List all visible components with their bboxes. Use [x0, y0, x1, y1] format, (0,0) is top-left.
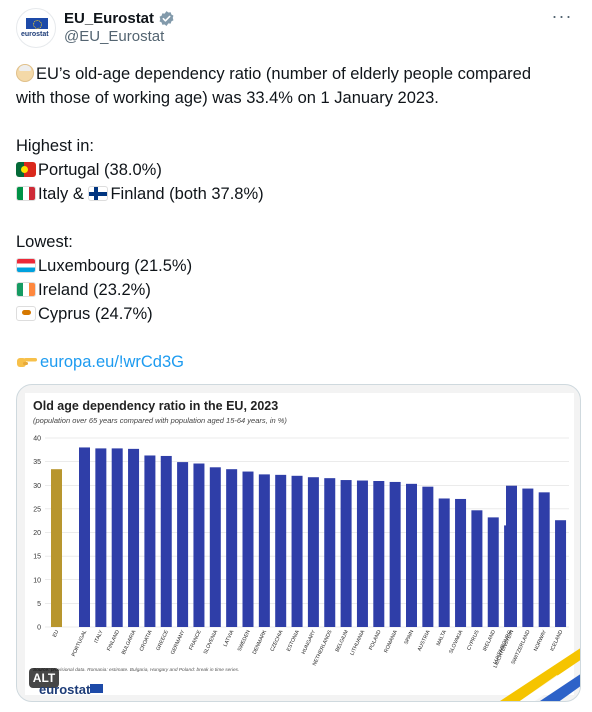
y-tick-label: 10	[33, 577, 41, 584]
elderly-person-emoji-icon	[16, 64, 34, 82]
chart-image[interactable]: Old age dependency ratio in the EU, 2023…	[16, 384, 581, 702]
bar-iceland	[555, 520, 567, 627]
ireland-flag-icon	[16, 282, 36, 297]
more-options-icon[interactable]: ···	[551, 6, 573, 26]
bar-sweden	[242, 471, 254, 627]
eurostat-avatar[interactable]: eurostat	[16, 8, 56, 48]
chart-source-note: Source: provisional data. Romania: estim…	[33, 667, 239, 673]
display-name[interactable]: EU_Eurostat	[64, 9, 155, 27]
tweet-header: eurostat EU_Eurostat @EU_Eurostat ···	[16, 6, 576, 48]
bar-hungary	[307, 477, 319, 627]
bar-netherlands	[324, 478, 336, 627]
bar-belgium	[340, 480, 352, 627]
chart-title: Old age dependency ratio in the EU, 2023	[33, 399, 278, 413]
lowest-heading: Lowest:	[16, 233, 73, 251]
x-tick-label: SPAIN	[403, 629, 415, 646]
bar-italy	[95, 448, 107, 627]
bar-finland	[111, 448, 123, 627]
bar-lithuania	[356, 480, 368, 627]
bar-romania	[389, 481, 401, 627]
y-tick-label: 35	[33, 459, 41, 466]
lowest-item: Ireland (23.2%)	[16, 278, 576, 302]
y-tick-label: 15	[33, 554, 41, 561]
bar-spain	[406, 483, 417, 627]
eu-flag-icon	[26, 18, 48, 29]
europa-link[interactable]: europa.eu/!wrCd3G	[40, 353, 184, 371]
bar-switzerland	[522, 488, 534, 627]
y-tick-label: 30	[33, 483, 41, 490]
intro-line-1: EU’s old-age dependency ratio (number of…	[16, 62, 576, 86]
bar-ireland	[487, 517, 499, 627]
bar-poland	[373, 480, 385, 627]
bar-austria	[422, 486, 434, 627]
bar-malta	[438, 498, 450, 627]
bar-eu	[51, 469, 62, 627]
bar-germany	[177, 462, 189, 627]
alt-text-badge[interactable]: ALT	[29, 668, 59, 688]
y-tick-label: 40	[33, 436, 41, 443]
bar-norway	[538, 492, 550, 627]
finland-flag-icon	[88, 186, 109, 201]
bar-portugal	[79, 447, 90, 627]
italy-flag-icon	[16, 186, 36, 201]
bar-estonia	[291, 475, 303, 627]
y-tick-label: 0	[37, 625, 41, 632]
portugal-flag-icon	[16, 162, 36, 177]
account-handle[interactable]: @EU_Eurostat	[64, 28, 165, 45]
bar-croatia	[144, 455, 156, 627]
bar-greece	[160, 455, 172, 627]
highest-heading: Highest in:	[16, 137, 94, 155]
tweet-text: EU’s old-age dependency ratio (number of…	[16, 62, 576, 374]
eu-flag-logo-icon	[90, 684, 103, 693]
lowest-item: Cyprus (24.7%)	[16, 302, 576, 326]
bar-bulgaria	[128, 448, 140, 627]
highest-item: Italy & Finland (both 37.8%)	[16, 182, 576, 206]
name-line: EU_Eurostat	[64, 8, 175, 28]
eurostat-logo: eurostat	[39, 682, 91, 697]
lowest-item: Luxembourg (21.5%)	[16, 254, 576, 278]
y-tick-label: 20	[33, 530, 41, 537]
bar-france	[193, 463, 205, 627]
y-tick-label: 25	[33, 506, 41, 513]
bar-latvia	[226, 469, 238, 627]
pointing-hand-icon	[17, 358, 37, 367]
luxembourg-flag-icon	[16, 258, 36, 273]
dependency-ratio-chart: Old age dependency ratio in the EU, 2023…	[25, 393, 580, 701]
x-tick-label: ITALY	[93, 629, 104, 644]
bar-cyprus	[471, 510, 483, 627]
bar-slovenia	[209, 467, 221, 627]
bar-czechia	[275, 474, 287, 627]
link-line: europa.eu/!wrCd3G	[16, 350, 576, 374]
intro-line-2: with those of working age) was 33.4% on …	[16, 89, 439, 107]
highest-item: Portugal (38.0%)	[16, 158, 576, 182]
avatar-brand-text: eurostat	[21, 31, 49, 38]
x-tick-label: EU	[52, 629, 61, 638]
bar-slovakia	[455, 498, 467, 627]
y-tick-label: 5	[37, 601, 41, 608]
verified-badge-icon[interactable]	[158, 10, 175, 27]
bar-liechtenstein	[506, 485, 517, 627]
chart-subtitle: (population over 65 years compared with …	[33, 416, 287, 425]
bar-denmark	[258, 474, 270, 627]
cyprus-flag-icon	[16, 306, 36, 321]
